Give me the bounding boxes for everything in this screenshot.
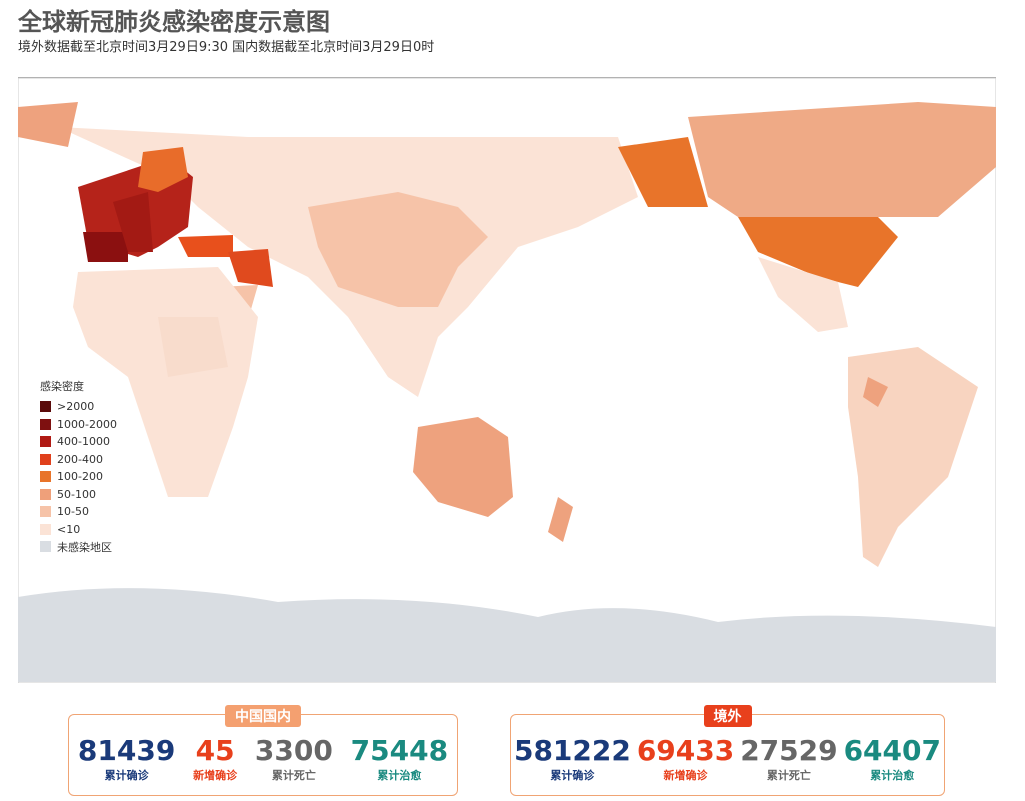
stat-value: 81439 [77,734,176,767]
legend-swatch [40,418,51,430]
legend-label: 50-100 [57,487,96,501]
stat: 27529 累计死亡 [740,735,837,783]
stat-row: 81439 累计确诊 45 新增确诊 3300 累计死亡 75448 累计治愈 [69,735,457,783]
legend-swatch [40,488,51,500]
legend-item: 50-100 [40,486,117,504]
panel-tag: 中国国内 [225,705,301,727]
title: 全球新冠肺炎感染密度示意图 [18,8,330,36]
stat: 81439 累计确诊 [78,735,175,783]
legend-item: 1000-2000 [40,416,117,434]
legend-item: 未感染地区 [40,538,117,556]
stat-label: 累计治愈 [377,769,422,782]
stat-label: 累计死亡 [766,769,811,782]
stat: 3300 累计死亡 [255,735,333,783]
stat: 581222 累计确诊 [514,735,631,783]
legend-item: 200-400 [40,451,117,469]
stat-panel: 境外 581222 累计确诊 69433 新增确诊 27529 累计死亡 64407 累计治愈 [510,705,945,796]
subtitle: 境外数据截至北京时间3月29日9:30 国内数据截至北京时间3月29日0时 [18,40,435,55]
world-map [18,77,996,683]
stat: 64407 累计治愈 [844,735,941,783]
stat-label: 新增确诊 [663,769,708,782]
legend-item: <10 [40,521,117,539]
legend-label: 未感染地区 [57,540,112,554]
legend-title: 感染密度 [40,380,84,393]
stat-value: 3300 [254,734,333,767]
legend-item: 10-50 [40,503,117,521]
legend-swatch [40,453,51,465]
legend-label: 200-400 [57,452,103,466]
legend-label: 400-1000 [57,435,110,449]
stat-label: 累计确诊 [550,769,595,782]
stat-value: 69433 [636,734,735,767]
legend-swatch [40,471,51,483]
stat-value: 64407 [843,734,941,767]
legend-item: 100-200 [40,468,117,486]
stat-label: 累计治愈 [870,769,915,782]
legend-swatch [40,523,51,535]
stat: 45 新增确诊 [193,735,237,783]
legend-label: 10-50 [57,505,89,519]
legend: 感染密度 >2000 1000-2000 400-1000 200-400 100-20… [40,378,117,556]
stat-row: 581222 累计确诊 69433 新增确诊 27529 累计死亡 64407 累计治愈 [511,735,944,783]
legend-label: <10 [57,522,81,536]
legend-label: 100-200 [57,470,103,484]
legend-label: 1000-2000 [57,417,117,431]
stat-value: 581222 [513,734,631,767]
legend-swatch [40,401,51,413]
legend-item: >2000 [40,398,117,416]
legend-swatch [40,506,51,518]
panel-tag: 境外 [703,705,752,727]
stat-label: 新增确诊 [193,769,238,782]
stat: 69433 新增确诊 [637,735,734,783]
legend-item: 400-1000 [40,433,117,451]
stat-label: 累计死亡 [271,769,316,782]
legend-label: >2000 [57,400,95,414]
stat-panel: 中国国内 81439 累计确诊 45 新增确诊 3300 累计死亡 75448 累计治愈 [68,705,458,796]
legend-swatch [40,541,51,553]
stat-value: 27529 [740,734,838,767]
legend-swatch [40,436,51,448]
stat-value: 75448 [350,734,449,767]
stat-value: 45 [195,734,235,767]
stat-label: 累计确诊 [104,769,149,782]
stat: 75448 累计治愈 [351,735,448,783]
